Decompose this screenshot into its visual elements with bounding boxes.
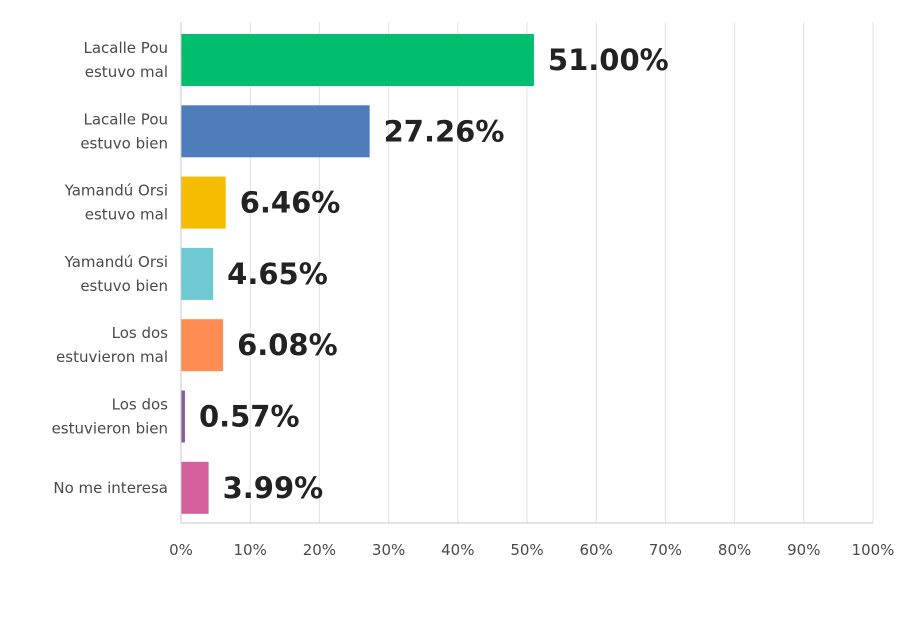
- category-label: Lacalle Pou: [83, 39, 168, 57]
- bar: [181, 390, 185, 443]
- x-tick-label: 50%: [510, 541, 543, 559]
- category-label: Yamandú Orsi: [64, 182, 168, 200]
- value-label: 0.57%: [199, 400, 300, 434]
- x-tick-label: 40%: [441, 541, 474, 559]
- value-label: 6.08%: [237, 328, 338, 362]
- x-tick-label: 70%: [649, 541, 682, 559]
- grid-lines: [249, 22, 874, 523]
- value-labels: 51.00% 27.26% 6.46% 4.65% 6.08% 0.57% 3.99%: [199, 43, 669, 505]
- x-tick-label: 30%: [372, 541, 405, 559]
- category-label: Los dos: [112, 324, 169, 342]
- category-label: estuvo mal: [85, 63, 168, 81]
- value-label: 4.65%: [227, 257, 328, 291]
- x-tick-label: 60%: [580, 541, 613, 559]
- bar: [181, 461, 209, 514]
- category-label: Lacalle Pou: [83, 110, 168, 128]
- x-tick-label: 20%: [303, 541, 336, 559]
- value-label: 27.26%: [384, 114, 505, 148]
- value-label: 3.99%: [223, 471, 324, 505]
- category-label: estuvieron mal: [56, 348, 168, 366]
- category-label: estuvo mal: [85, 206, 168, 224]
- x-tick-label: 100%: [852, 541, 895, 559]
- value-label: 51.00%: [548, 43, 669, 77]
- x-tick-label: 90%: [787, 541, 820, 559]
- x-tick-label: 80%: [718, 541, 751, 559]
- category-label: Los dos: [112, 396, 169, 414]
- x-tick-label: 0%: [169, 541, 193, 559]
- bar: [181, 247, 214, 300]
- bar: [181, 176, 226, 229]
- category-label: No me interesa: [53, 479, 168, 497]
- bars: [181, 34, 534, 514]
- category-label: estuvo bien: [80, 277, 168, 295]
- x-tick-label: 10%: [234, 541, 267, 559]
- value-label: 6.46%: [240, 186, 341, 220]
- category-label: estuvo bien: [80, 134, 168, 152]
- bar: [181, 319, 224, 372]
- x-tick-labels: 0% 10% 20% 30% 40% 50% 60% 70% 80% 90% 100%: [169, 541, 894, 559]
- bar: [181, 34, 534, 86]
- category-label: Yamandú Orsi: [64, 253, 168, 271]
- bar: [181, 105, 370, 158]
- category-labels: Lacalle Pou estuvo mal Lacalle Pou estuvo b…: [52, 39, 169, 497]
- category-label: estuvieron bien: [52, 420, 168, 438]
